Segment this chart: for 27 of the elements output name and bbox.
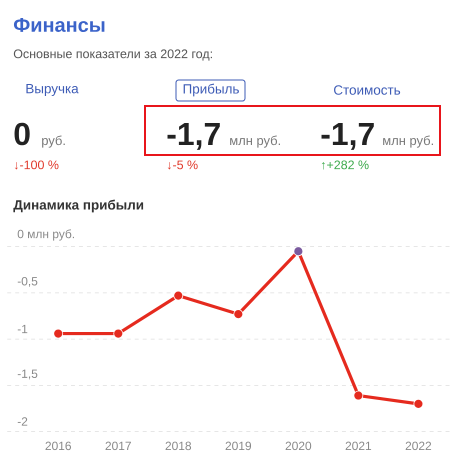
y-tick-label: -0,5 [18, 276, 38, 287]
x-tick-label: 2020 [286, 442, 312, 450]
text: Прибыль [184, 84, 239, 96]
x-tick-label: 2022 [406, 442, 432, 450]
y-tick-label: 0 млн руб. [18, 229, 74, 241]
text: ↑+282 % [322, 160, 369, 170]
text: -1,7 [168, 123, 220, 150]
chart-title: Динамика прибыли [13, 200, 144, 212]
y-tick-label: -1 [18, 324, 28, 334]
text: -1,7 [322, 123, 374, 150]
text: ↓-100 % [14, 160, 59, 170]
x-tick-label: 2019 [226, 442, 252, 450]
text: Финансы [14, 18, 104, 32]
text: Выручка [26, 84, 79, 96]
text: руб. [42, 135, 65, 148]
text: Стоимость [334, 85, 400, 95]
x-tick-label: 2021 [346, 442, 372, 450]
text: Основные показатели за 2022 год: [14, 49, 212, 61]
y-tick-label: -1,5 [18, 370, 38, 380]
text: 0 [14, 122, 30, 146]
x-tick-label: 2017 [106, 442, 131, 450]
x-tick-label: 2018 [166, 442, 192, 450]
text: ↓-5 % [168, 160, 198, 170]
text: млн руб. [230, 135, 280, 148]
text: млн руб. [383, 135, 433, 148]
y-tick-label: -2 [18, 417, 28, 426]
x-tick-label: 2016 [46, 442, 71, 450]
